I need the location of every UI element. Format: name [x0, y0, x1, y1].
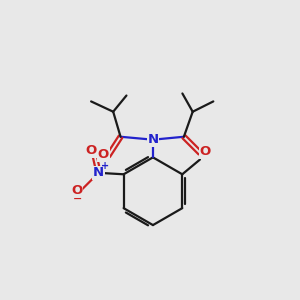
Text: +: + [101, 161, 109, 171]
Text: O: O [85, 144, 96, 157]
Text: O: O [71, 184, 83, 197]
Text: O: O [98, 148, 109, 161]
Text: N: N [147, 133, 158, 146]
Text: N: N [93, 166, 104, 179]
Text: −: − [72, 194, 82, 203]
Text: O: O [200, 145, 211, 158]
